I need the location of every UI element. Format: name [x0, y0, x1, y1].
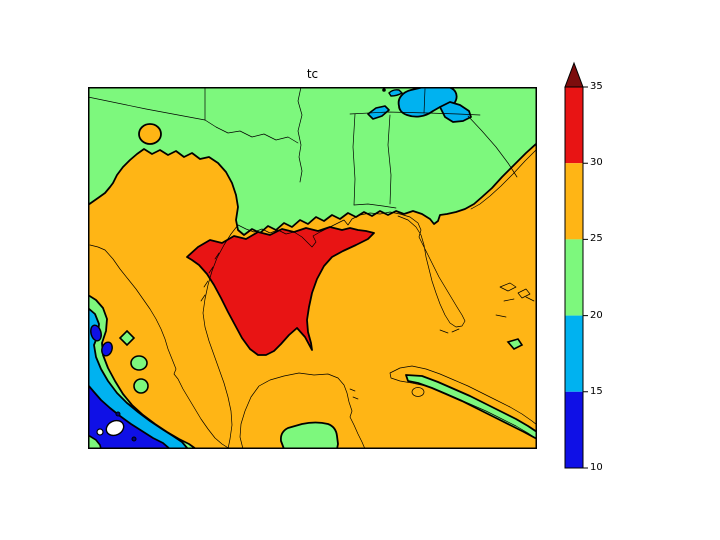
- island-spot-green-diamond: [118, 329, 136, 347]
- colorbar-tick-20: 20: [590, 310, 603, 321]
- colorbar-tick-35: 35: [590, 81, 603, 92]
- colorbar-seg-20-25: [565, 239, 583, 316]
- lake-dot: [382, 88, 386, 92]
- island-spot-green-b: [133, 378, 149, 394]
- state-border-ga-fl: [353, 203, 397, 209]
- colorbar-seg-30-35: [565, 87, 583, 164]
- florida-keys: [439, 328, 460, 334]
- colorbar-tick-30: 30: [590, 157, 603, 168]
- contour-band-30-35-gulf-max: [186, 226, 375, 356]
- contour-spot-25-30-detached: [138, 123, 162, 145]
- isle-of-youth: [411, 387, 425, 397]
- colorbar-extend-triangle: [564, 61, 584, 88]
- lake-erie: [439, 101, 472, 123]
- colorbar-seg-10-15: [565, 391, 583, 468]
- yucatan-green-patch: [279, 421, 339, 449]
- coastline-atlantic: [470, 148, 537, 210]
- colorbar-tick-10: 10: [590, 462, 603, 473]
- colorbar: [564, 61, 588, 469]
- bahamas-green-patch: [506, 338, 524, 350]
- coastline-mexico-pacific: [89, 244, 231, 449]
- state-border-ga-sc: [423, 88, 426, 114]
- lake-sliver-north: [388, 89, 404, 97]
- coastline-cuba: [389, 365, 537, 440]
- colorbar-seg-15-20: [565, 315, 583, 392]
- pacific-navy-dot-a: [115, 411, 121, 417]
- pacific-cold-pool: [88, 294, 197, 449]
- state-border-tennessee: [349, 111, 481, 116]
- bahamas-outlines: [495, 282, 535, 318]
- colorbar-seg-25-30: [565, 163, 583, 240]
- colorbar-tick-25: 25: [590, 233, 603, 244]
- pacific-blob-10-15-b: [101, 341, 113, 357]
- state-border-carolinas: [467, 115, 518, 178]
- state-border-al-ga: [387, 114, 392, 205]
- pacific-corner-green: [88, 434, 102, 449]
- state-border-mississippi-river: [297, 87, 303, 183]
- thin-boundaries: [88, 87, 537, 449]
- texas-barrier-islands: [200, 252, 220, 302]
- colorbar-tick-15: 15: [590, 386, 603, 397]
- pacific-core-under-10: [105, 419, 125, 437]
- colorbar-ticks: [583, 86, 588, 469]
- island-spot-green-a: [130, 355, 148, 371]
- pacific-blob-10-15-a: [90, 324, 102, 342]
- map-plot: [88, 87, 537, 449]
- coastline-gulf-north-and-florida: [237, 211, 466, 328]
- great-lakes: [367, 87, 472, 123]
- coastline-texas: [202, 224, 239, 449]
- state-border-kansas: [88, 96, 206, 121]
- pacific-core-under-10-small: [96, 428, 104, 436]
- contour-band-20-25-north: [88, 87, 537, 236]
- state-border-ms-al: [352, 113, 356, 206]
- yucatan-islets: [349, 388, 359, 400]
- coastline-yucatan: [239, 372, 366, 449]
- plot-title: tc: [306, 67, 319, 81]
- state-border-red-river: [204, 119, 299, 144]
- colorbar-outline: [564, 86, 584, 469]
- pacific-navy-dot-b: [131, 436, 137, 442]
- plot-border: [88, 87, 537, 449]
